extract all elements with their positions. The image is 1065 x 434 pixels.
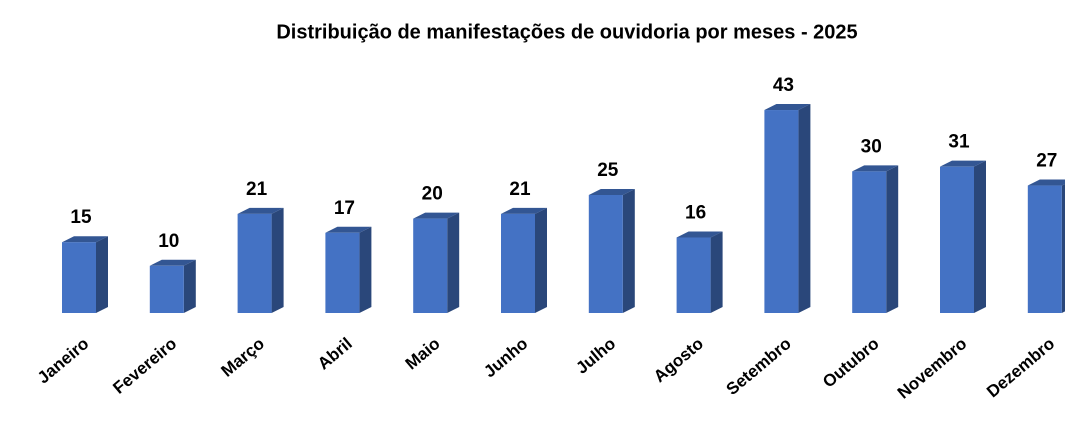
bar-front: [62, 242, 96, 313]
bar-top: [413, 212, 460, 219]
x-tick-label: Julho: [572, 334, 619, 378]
bar-side: [535, 207, 547, 313]
value-label: 21: [246, 179, 268, 200]
bar: [940, 160, 986, 313]
bar-side: [798, 104, 811, 313]
bar: [676, 231, 723, 313]
bar-side: [359, 226, 372, 313]
bar-front: [940, 166, 974, 313]
bar-top: [588, 189, 635, 195]
bar-top: [676, 231, 723, 238]
bar-front: [676, 237, 711, 313]
x-tick-label: Setembro: [723, 334, 795, 399]
bar-front: [852, 171, 887, 313]
bar: [413, 212, 460, 313]
bar: [325, 226, 372, 313]
bar-front: [413, 218, 448, 313]
value-label: 10: [158, 231, 179, 252]
bar-front: [588, 195, 623, 313]
bar-top: [62, 236, 108, 243]
x-tick-label: Agosto: [650, 334, 707, 386]
value-label: 31: [948, 132, 970, 153]
bar-top: [501, 207, 547, 214]
x-tick-label: Maio: [402, 334, 444, 373]
bar: [237, 207, 284, 313]
bar-front: [501, 213, 535, 313]
x-tick-label: Dezembro: [983, 334, 1058, 401]
bar-front: [325, 232, 360, 313]
bar-side: [96, 236, 108, 313]
bar: [1027, 179, 1065, 313]
bar-front: [1027, 185, 1062, 313]
bar-front: [237, 213, 272, 313]
value-label: 16: [685, 202, 706, 223]
bar: [149, 259, 196, 313]
bar-front: [149, 265, 184, 313]
value-label: 43: [773, 75, 794, 96]
bar: [588, 189, 635, 313]
x-tick-label: Novembro: [894, 334, 971, 403]
x-tick-label: Abril: [314, 334, 356, 373]
x-tick-label: Outubro: [819, 334, 883, 392]
value-label: 20: [422, 184, 443, 205]
bar-top: [325, 226, 372, 233]
bar: [852, 165, 899, 313]
x-tick-label: Janeiro: [34, 334, 93, 387]
bar-front: [764, 110, 799, 313]
value-label: 21: [509, 179, 531, 200]
bar-side: [447, 212, 460, 313]
bar-side: [622, 189, 635, 313]
value-label: 30: [861, 136, 882, 157]
chart-title: Distribuição de manifestações de ouvidor…: [276, 21, 857, 43]
bar-top: [764, 104, 811, 111]
bar: [764, 104, 811, 313]
bar-top: [149, 259, 196, 266]
value-label: 17: [334, 198, 355, 219]
bar: [501, 207, 547, 313]
value-label: 25: [597, 160, 619, 181]
x-tick-label: Fevereiro: [109, 334, 180, 398]
bar-side: [886, 165, 899, 313]
value-label: 15: [70, 207, 92, 228]
bar-side: [974, 160, 986, 313]
x-tick-label: Junho: [480, 334, 531, 381]
bar-top: [940, 160, 986, 167]
bar-side: [710, 231, 723, 313]
bar-top: [1027, 179, 1065, 186]
bar-top: [852, 165, 899, 172]
bar: [62, 236, 108, 313]
value-label: 27: [1036, 151, 1057, 172]
bar-side: [183, 259, 196, 313]
bar-top: [237, 207, 284, 214]
bar-side: [271, 207, 284, 313]
bar-side: [1061, 183, 1065, 313]
x-tick-label: Março: [217, 334, 268, 381]
